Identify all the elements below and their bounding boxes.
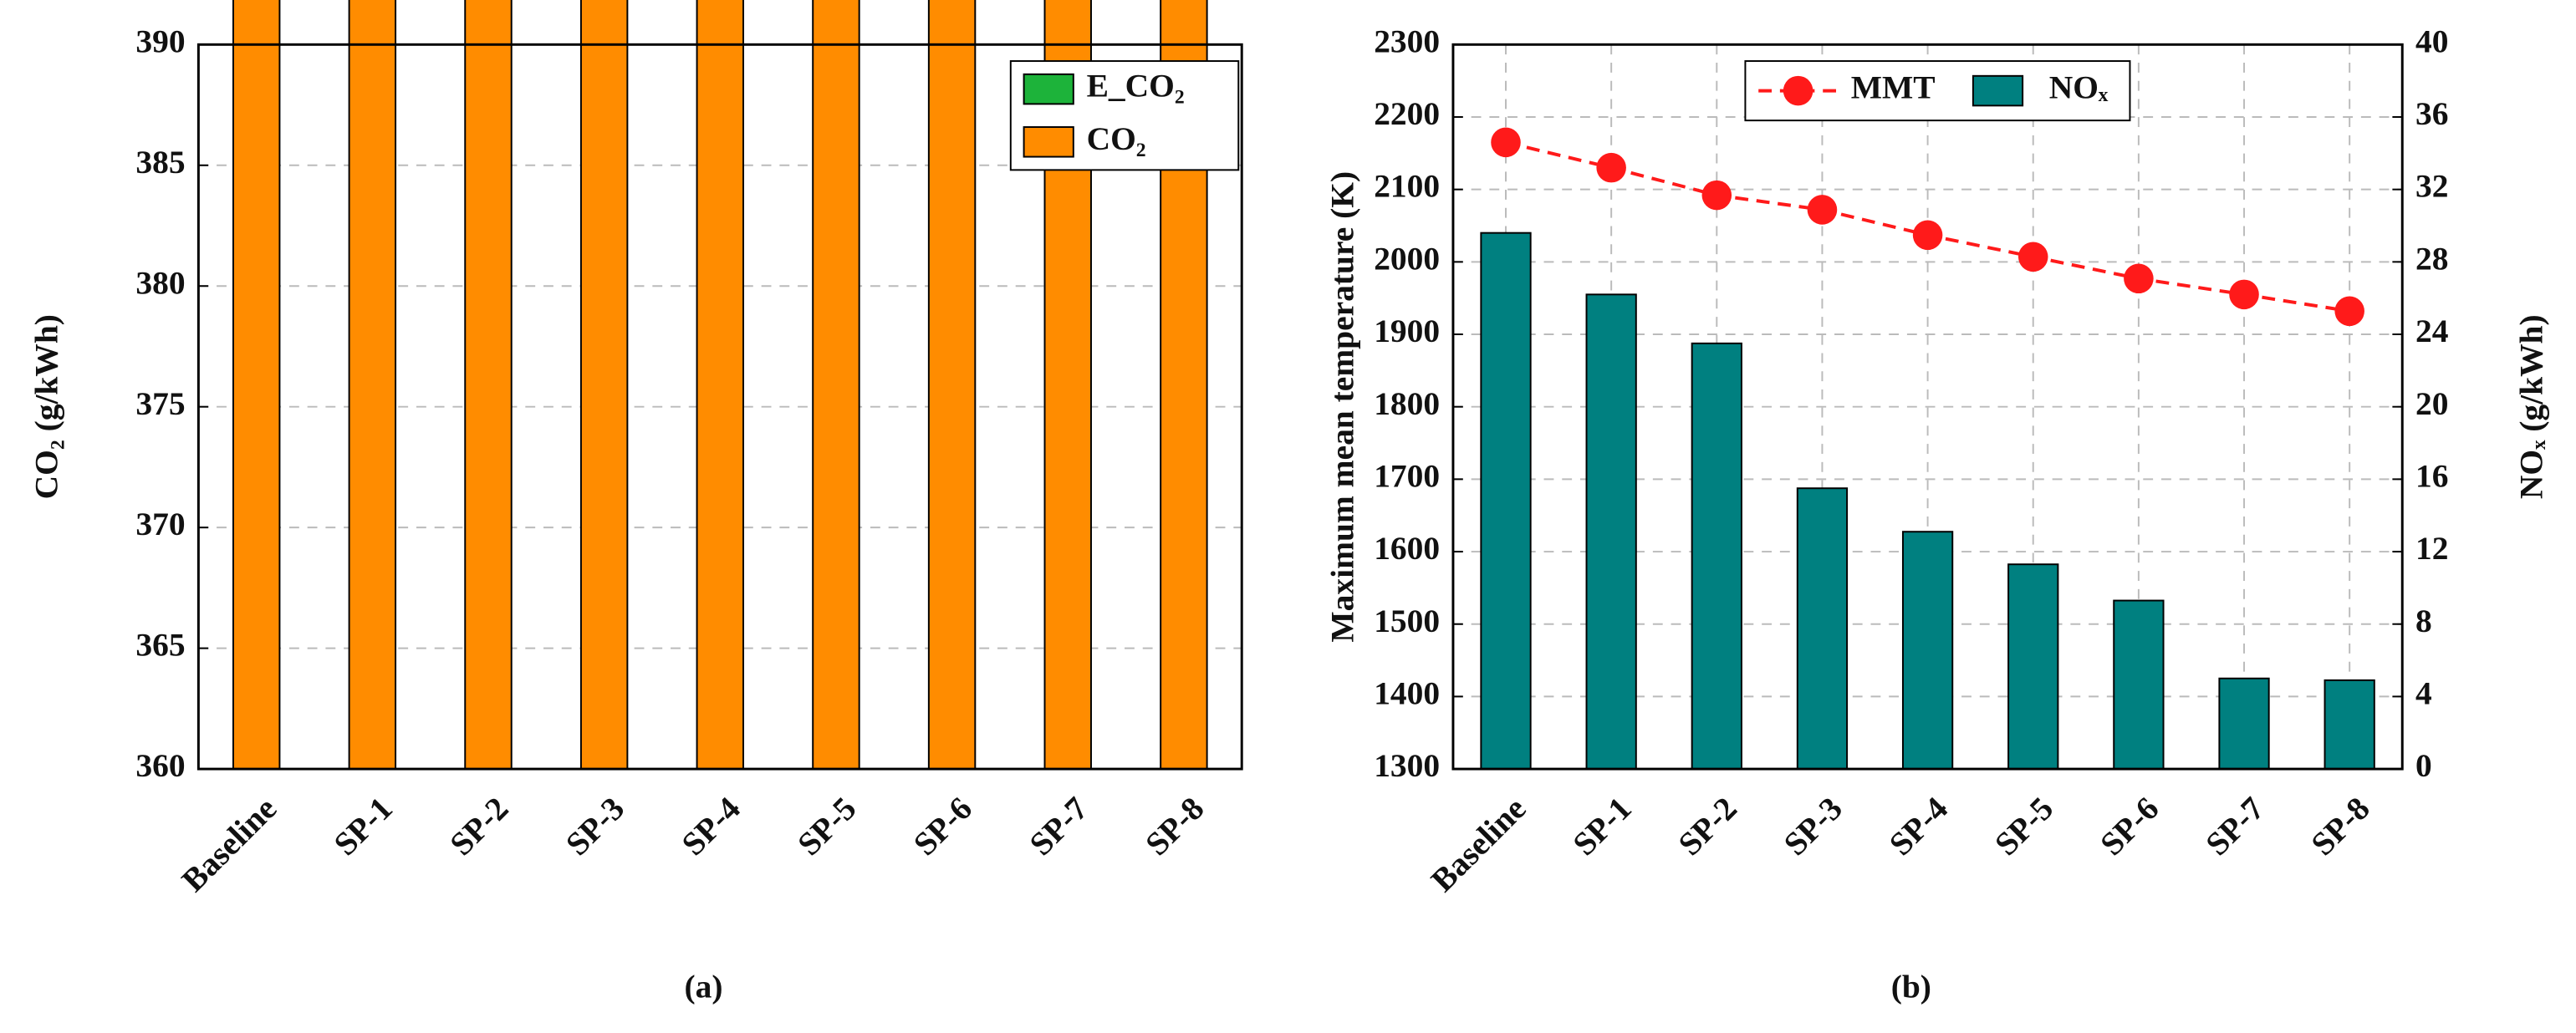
x-tick-label: SP-4 xyxy=(675,790,747,863)
x-tick-label: SP-5 xyxy=(791,790,864,863)
y2-tick-label: 36 xyxy=(2415,95,2448,132)
bar xyxy=(1691,342,1742,771)
y-tick-label: 360 xyxy=(135,747,185,784)
x-tick-label: SP-8 xyxy=(2304,790,2377,863)
y2-tick-label: 32 xyxy=(2415,168,2448,205)
y2-tick-label: 8 xyxy=(2415,603,2432,639)
bar-segment xyxy=(464,0,513,771)
x-tick-label: SP-8 xyxy=(1138,790,1211,863)
y-tick-label: 2100 xyxy=(1374,168,1440,205)
bar-segment xyxy=(696,0,745,771)
y2-tick-label: 4 xyxy=(2415,674,2432,711)
legend-label: CO₂ xyxy=(1087,120,1146,157)
marker xyxy=(2334,296,2364,327)
y2-tick-label: 0 xyxy=(2415,747,2432,784)
bar xyxy=(2218,677,2270,771)
caption: (b) xyxy=(1891,969,1931,1005)
x-tick-label: SP-2 xyxy=(443,790,516,863)
y-tick-label: 385 xyxy=(135,144,185,181)
x-tick-label: SP-7 xyxy=(2199,790,2272,863)
x-tick-label: SP-1 xyxy=(327,790,400,863)
x-tick-label: SP-3 xyxy=(559,790,631,863)
y-tick-label: 365 xyxy=(135,627,185,664)
x-tick-label: SP-6 xyxy=(906,790,979,863)
legend-swatch xyxy=(1972,74,2024,107)
x-tick-label: SP-6 xyxy=(2093,790,2165,863)
bar xyxy=(2324,679,2375,771)
y-tick-label: 390 xyxy=(135,23,185,59)
legend-label: NOₓ xyxy=(2049,69,2109,106)
y-tick-label: 375 xyxy=(135,385,185,422)
y-tick-label: 2000 xyxy=(1374,240,1440,277)
bar-segment xyxy=(812,0,860,771)
y2-tick-label: 40 xyxy=(2415,23,2448,59)
y-axis-title: Maximum mean temperature (K) xyxy=(1324,171,1361,643)
y-tick-label: 1400 xyxy=(1374,674,1440,711)
marker xyxy=(1596,152,1626,183)
y-tick-label: 2300 xyxy=(1374,23,1440,59)
y2-axis-title: NOₓ (g/kWh) xyxy=(2512,314,2549,499)
legend-marker xyxy=(1783,75,1813,106)
marker xyxy=(2017,242,2048,272)
bar xyxy=(2113,599,2165,771)
legend-swatch xyxy=(1023,126,1074,158)
y-tick-label: 1500 xyxy=(1374,603,1440,639)
bar xyxy=(1796,487,1849,771)
y-tick-label: 2200 xyxy=(1374,95,1440,132)
x-tick-label: SP-1 xyxy=(1566,790,1639,863)
y2-tick-label: 12 xyxy=(2415,530,2448,567)
x-tick-label: Baseline xyxy=(1424,790,1533,898)
bar-segment xyxy=(927,0,977,771)
bar xyxy=(1901,531,1954,771)
y2-tick-label: 16 xyxy=(2415,457,2448,494)
marker xyxy=(2229,279,2259,310)
caption: (a) xyxy=(685,969,723,1005)
bar xyxy=(1480,232,1532,771)
y-tick-label: 1600 xyxy=(1374,530,1440,567)
marker xyxy=(1912,220,1943,251)
y-tick-label: 1700 xyxy=(1374,457,1440,494)
legend-swatch xyxy=(1023,73,1074,105)
x-tick-label: SP-4 xyxy=(1882,790,1955,863)
y-tick-label: 1900 xyxy=(1374,313,1440,349)
bar xyxy=(1585,293,1637,771)
y2-tick-label: 20 xyxy=(2415,385,2448,422)
bar-segment xyxy=(348,0,397,771)
bar xyxy=(2007,563,2059,771)
y-tick-label: 1300 xyxy=(1374,747,1440,784)
x-tick-label: SP-5 xyxy=(1987,790,2060,863)
y-tick-label: 1800 xyxy=(1374,385,1440,422)
x-tick-label: SP-7 xyxy=(1023,790,1095,863)
marker xyxy=(1701,180,1732,211)
y2-tick-label: 24 xyxy=(2415,313,2448,349)
marker xyxy=(1491,127,1521,158)
marker xyxy=(1807,195,1838,225)
plot-frame xyxy=(196,43,1243,771)
marker xyxy=(2124,263,2154,294)
y-tick-label: 370 xyxy=(135,506,185,542)
y-tick-label: 380 xyxy=(135,264,185,301)
y-axis-title: CO₂ (g/kWh) xyxy=(28,314,65,499)
bar-segment xyxy=(232,0,281,771)
y2-tick-label: 28 xyxy=(2415,240,2448,277)
plot-frame xyxy=(1451,43,2404,771)
x-tick-label: SP-2 xyxy=(1671,790,1744,863)
bar-segment xyxy=(579,0,629,771)
x-tick-label: SP-3 xyxy=(1777,790,1849,863)
legend-label: E_CO₂ xyxy=(1087,68,1185,104)
legend-label: MMT xyxy=(1851,69,1936,106)
x-tick-label: Baseline xyxy=(175,790,283,898)
